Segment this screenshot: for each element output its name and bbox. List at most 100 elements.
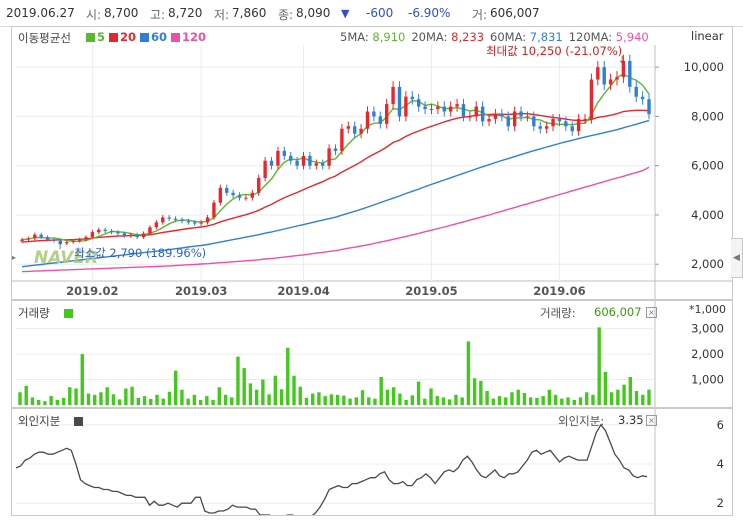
volume-bar <box>385 389 390 405</box>
candle-body <box>263 160 267 179</box>
candle-body <box>237 195 242 198</box>
candle-body <box>218 187 223 203</box>
volume-bar <box>454 394 458 405</box>
volume-bar <box>466 341 471 405</box>
volume-bar <box>111 394 116 405</box>
volume-bar <box>30 397 35 405</box>
candle-body <box>359 128 363 134</box>
volume-bar <box>572 399 576 405</box>
ma-value-label: 60MA: <box>490 30 527 44</box>
collapse-handle[interactable]: ◀ <box>731 238 743 278</box>
volume-bar <box>167 391 172 405</box>
volume-bar <box>317 392 321 405</box>
foreign-y-tick-label: 6 <box>717 418 724 432</box>
candle-body <box>212 202 216 218</box>
price-chart: 10,000 8,000 6,000 4,000 2,000 2019.02 2019.03… <box>12 44 732 299</box>
volume-bar <box>161 398 165 405</box>
volume-label: 거: <box>472 8 488 22</box>
volume-bar <box>192 394 197 405</box>
volume-bar <box>311 393 315 405</box>
candle-body <box>167 217 171 219</box>
candle-body <box>180 219 184 222</box>
volume-bar <box>348 398 352 405</box>
chevron-left-icon: ◀ <box>733 253 740 263</box>
candle-body <box>45 237 50 240</box>
ma-value-label: 20MA: <box>411 30 448 44</box>
foreign-current-value: 3.35 <box>618 413 644 427</box>
candle-body <box>647 99 651 115</box>
volume-bar <box>117 399 122 405</box>
candle-body <box>33 234 37 239</box>
price-x-tick-label: 2019.06 <box>533 284 585 298</box>
series-ma60 <box>21 119 650 268</box>
candle-body <box>378 116 382 124</box>
price-y-tick-label: 8,000 <box>691 109 724 123</box>
change-percent: -6.90% <box>408 6 451 20</box>
ma-legend: 5 20 60 120 <box>86 30 210 44</box>
candle-body <box>538 126 542 129</box>
volume-bar <box>416 381 421 405</box>
candle-body <box>65 242 69 244</box>
candle-body <box>410 96 414 100</box>
volume-bar <box>55 399 60 405</box>
candle-body <box>346 126 350 129</box>
foreign-title: 외인지분 <box>18 413 85 429</box>
volume-bar <box>448 399 452 405</box>
ma-legend-label: 5 <box>97 30 106 44</box>
volume-bar <box>541 396 545 405</box>
ma-legend-item-20[interactable]: 20 <box>109 30 136 44</box>
volume-bar <box>429 388 433 405</box>
volume-bar <box>647 389 651 405</box>
price-y-tick-label: 10,000 <box>684 60 724 74</box>
price-chart-panel[interactable]: 10,000 8,000 6,000 4,000 2,000 2019.02 2019.03… <box>11 26 733 300</box>
scale-label[interactable]: linear <box>691 29 724 43</box>
volume-bar <box>273 375 278 405</box>
volume-bar <box>335 394 340 405</box>
volume-bar <box>528 397 533 405</box>
candle-body <box>161 217 165 223</box>
candle-body <box>84 237 88 240</box>
volume-bar <box>93 394 97 405</box>
ma-value-number: 8,910 <box>368 30 406 44</box>
volume-bar <box>155 394 159 405</box>
foreign-current-label: 외인지분: <box>558 414 605 428</box>
foreign-ownership-chart: 6 4 2 <box>15 409 724 515</box>
volume-bar <box>585 392 589 405</box>
expand-handle[interactable]: ▸ <box>12 253 16 262</box>
candle-body <box>333 148 338 151</box>
volume-bar <box>329 394 334 405</box>
volume-bar <box>248 383 253 405</box>
volume-bar <box>242 368 246 405</box>
candle-body <box>468 116 472 118</box>
ma-legend-item-5[interactable]: 5 <box>86 30 105 44</box>
ma-legend-item-60[interactable]: 60 <box>140 30 167 44</box>
candle-body <box>109 230 114 233</box>
foreign-ownership-panel[interactable]: 6 4 2 외인지분 외인지분: 3.35 × <box>11 408 733 516</box>
volume-bar <box>136 397 141 405</box>
candle-body <box>442 106 446 112</box>
volume-bar <box>261 379 265 405</box>
volume-bar <box>286 347 290 405</box>
candle-body <box>423 106 427 110</box>
candle-body <box>532 116 536 127</box>
foreign-close-icon[interactable]: × <box>646 415 657 426</box>
volume-y-tick-label: 1,000 <box>691 373 724 387</box>
volume-close-icon[interactable]: × <box>646 307 657 318</box>
price-y-tick-label: 4,000 <box>691 208 724 222</box>
ma-value-item: 5MA: 8,910 <box>340 30 405 44</box>
candle-body <box>116 232 120 234</box>
volume-bar <box>105 387 109 405</box>
volume-legend-swatch <box>63 309 73 318</box>
volume-bar <box>342 395 346 405</box>
candle-body <box>340 128 344 151</box>
candle-body <box>397 86 402 117</box>
change-value: -600 <box>366 6 394 20</box>
volume-chart-panel[interactable]: 3,000 2,000 1,000 거래량 거래량: 606,007 × *1,00… <box>11 300 733 408</box>
volume-bar <box>80 354 84 405</box>
volume-bar <box>560 398 564 405</box>
volume-bar <box>36 399 41 405</box>
ma-legend-item-120[interactable]: 120 <box>171 30 206 44</box>
volume-bar <box>497 396 502 405</box>
ma-value-number: 8,233 <box>447 30 485 44</box>
candle-body <box>506 116 510 127</box>
